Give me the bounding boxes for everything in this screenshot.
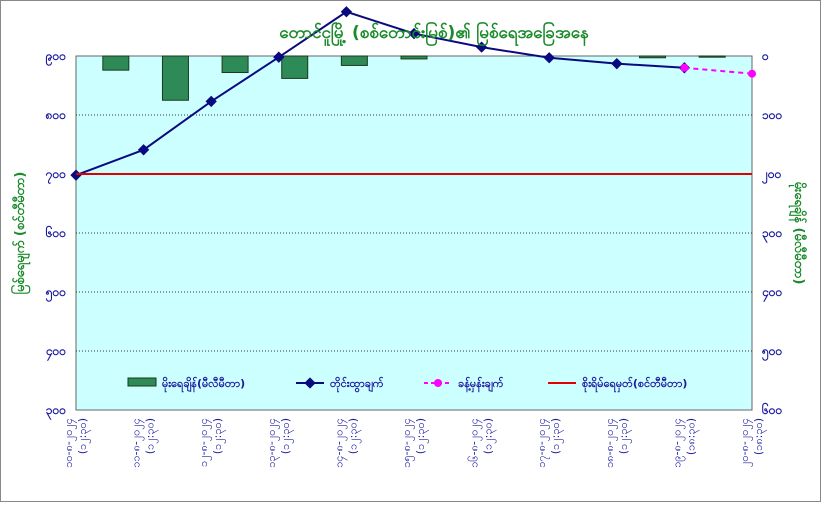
legend-label: မိုးရေချိန်(မီလီမီတာ) <box>162 376 245 393</box>
rain-bar <box>102 55 130 71</box>
legend-marker-forecast <box>434 379 442 387</box>
x-tick-label: ၁၈-၈-၂၀၂၄ (၁၂:၃၀) <box>603 418 632 468</box>
x-tick-date: ၁၀-၈-၂၀၂၄ <box>62 418 77 468</box>
legend-label: စိုးရိမ်ရေမှတ်(စင်တီမီတာ) <box>582 376 687 393</box>
left-tick-label: ၃၀၀ <box>46 403 67 421</box>
left-tick-label: ၄၀၀ <box>45 344 67 362</box>
rain-bar <box>281 55 309 79</box>
x-tick-label: ၁၃-၈-၂၀၂၄ (၁၂:၃၀) <box>265 418 294 468</box>
legend-label: ခန့်မှန်းချက် <box>458 376 504 393</box>
rain-bar <box>221 55 249 74</box>
left-tick-label: ၉၀၀ <box>45 49 67 67</box>
x-tick-label: ၁၇-၈-၂၀၂၄ (၁၂:၃၀) <box>535 418 564 468</box>
x-tick-date: ၁၃-၈-၂၀၂၄ <box>265 418 280 468</box>
x-tick-date: ၁၅-၈-၂၀၂၄ <box>400 418 415 468</box>
observed-point <box>273 51 285 63</box>
left-tick-label: ၅၀၀ <box>45 285 67 303</box>
legend-marker-observed <box>304 377 316 389</box>
rain-bar <box>698 55 726 58</box>
x-tick-label: ၁၅-၈-၂၀၂၄ (၁၂:၃၀) <box>400 418 429 468</box>
right-tick-label: ၄၀၀ <box>761 285 783 303</box>
x-tick-date: ၁၉-၈-၂၀၂၄ <box>670 418 685 468</box>
x-tick-label: ၁၂-၈-၂၀၂၄ (၁၂:၃၀) <box>197 418 226 467</box>
x-tick-date: ၁၁-၈-၂၀၂၄ <box>130 418 145 468</box>
y-axis-left-label: မြစ်ရေမျက် (စင်တီမီတာ) <box>10 172 31 295</box>
axes: ၉၀၀၈၀၀၇၀၀၆၀၀၅၀၀၄၀၀၃၀၀၀၁၀၀၂၀၀၃၀၀၄၀၀၅၀၀၆၀၀… <box>45 49 783 468</box>
x-tick-date: ၂၀-၈-၂၀၂၄ <box>738 418 753 467</box>
forecast-point <box>680 63 689 72</box>
right-tick-label: ၀ <box>761 49 769 63</box>
legend-swatch-rain <box>127 377 157 387</box>
observed-point <box>543 52 555 64</box>
legend-label: တိုင်းထွာချက် <box>330 376 384 393</box>
x-tick-label: ၁၉-၈-၂၀၂၄ (၁၈:၃၀) <box>670 418 699 468</box>
x-tick-time: (၁၈:၃၀) <box>684 418 699 455</box>
x-tick-time: (၁၈:၃၀) <box>752 418 767 455</box>
rain-bar <box>340 55 368 66</box>
level-lines <box>70 6 756 181</box>
x-tick-time: (၁၂:၃၀) <box>346 418 361 454</box>
x-tick-date: ၁၂-၈-၂၀၂၄ <box>197 418 212 467</box>
x-tick-label: ၁၄-၈-၂၀၂၄ (၁၂:၃၀) <box>332 418 361 468</box>
right-tick-label: ၆၀၀ <box>761 401 783 417</box>
x-tick-label: ၁၆-၈-၂၀၂၄ (၁၂:၃၀) <box>468 418 497 468</box>
forecast-line <box>684 66 753 75</box>
left-tick-label: ၇၀၀ <box>45 167 67 185</box>
forecast-point <box>748 69 756 78</box>
x-tick-time: (၁၂:၃၀) <box>414 418 429 454</box>
observed-point <box>137 144 150 156</box>
plot-area <box>75 55 753 411</box>
x-tick-label: ၁၀-၈-၂၀၂၄ (၁၂:၃၀) <box>62 418 91 468</box>
left-tick-label: ၈၀၀ <box>45 108 67 122</box>
right-tick-label: ၁၀၀ <box>762 108 783 122</box>
rain-bar <box>161 55 189 101</box>
rain-bars <box>102 55 726 101</box>
x-tick-time: (၁၂:၃၀) <box>144 418 159 454</box>
right-tick-label: ၂၀၀ <box>761 167 782 185</box>
x-tick-label: ၁၁-၈-၂၀၂၄ (၁၂:၃၀) <box>130 418 159 468</box>
observed-point <box>475 41 488 53</box>
rain-bar <box>400 55 428 60</box>
right-tick-label: ၅၀၀ <box>761 344 783 362</box>
x-tick-time: (၁၂:၃၀) <box>76 418 91 454</box>
x-tick-date: ၁၆-၈-၂၀၂၄ <box>468 418 483 468</box>
legend: မိုးရေချိန်(မီလီမီတာ) တိုင်းထွာချက် ခန့်မှ… <box>127 376 687 393</box>
x-tick-label: ၂၀-၈-၂၀၂၄ (၁၈:၃၀) <box>738 418 767 467</box>
rain-bar <box>639 55 667 59</box>
x-tick-date: ၁၇-၈-၂၀၂၄ <box>535 418 550 468</box>
chart-title: တောင်ငူမြို့ (စစ်တောင်းမြစ်)၏ မြစ်ရေအခြေ… <box>279 20 589 47</box>
y-axis-right-label: မိုးရေချိန် (မီလီမီတာ) <box>788 182 808 285</box>
observed-line <box>75 10 685 177</box>
right-tick-label: ၃၀၀ <box>762 226 783 244</box>
x-tick-date: ၁၄-၈-၂၀၂၄ <box>332 418 347 468</box>
x-tick-time: (၁၂:၃၀) <box>482 418 497 454</box>
left-tick-label: ၆၀၀ <box>45 224 67 240</box>
x-tick-time: (၁၂:၃၀) <box>549 418 564 454</box>
x-tick-date: ၁၈-၈-၂၀၂၄ <box>603 418 618 468</box>
x-tick-time: (၁၂:၃၀) <box>617 418 632 454</box>
x-tick-time: (၁၂:၃၀) <box>279 418 294 454</box>
x-tick-time: (၁၂:၃၀) <box>211 418 226 454</box>
